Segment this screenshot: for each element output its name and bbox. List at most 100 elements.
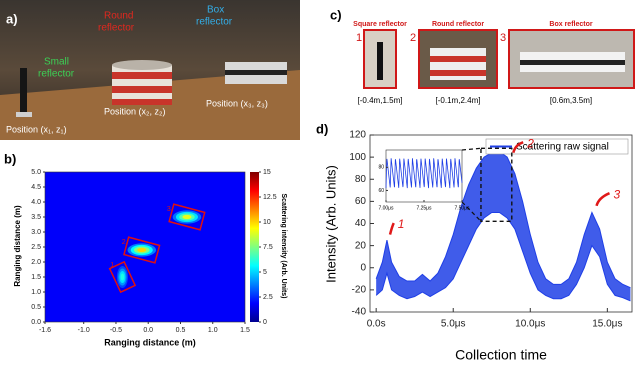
marker-box	[108, 260, 137, 294]
marker-label: 3	[167, 206, 171, 213]
stripe	[112, 72, 172, 79]
x-tick-label: -1.0	[78, 327, 90, 334]
box-band	[520, 60, 625, 65]
signal-band	[376, 151, 631, 301]
y-tick-label: 120	[349, 130, 366, 141]
x-tick-label: 1.0	[208, 327, 218, 334]
y-tick-label: 0	[360, 262, 366, 273]
annotation-label: 1	[398, 217, 405, 231]
box-band	[225, 70, 287, 75]
panel-c: c) Square reflector Round reflector Box …	[330, 7, 635, 105]
colorbar	[250, 172, 259, 322]
inset-x-tick-label: 7.50μs	[454, 205, 470, 211]
y-tick-label: 5.0	[31, 169, 41, 176]
stripe	[430, 70, 486, 76]
stand	[16, 112, 32, 117]
blob	[182, 214, 192, 220]
inset-frame	[385, 149, 463, 203]
marker-label: 2	[122, 239, 126, 246]
zoom-connector	[461, 201, 482, 222]
colorbar-tick-label: 0	[263, 319, 267, 326]
x-tick-label: 0.0s	[367, 319, 386, 330]
panel-label: c)	[330, 7, 342, 22]
x-tick-label: 1.5	[240, 327, 250, 334]
label: reflector	[98, 23, 135, 34]
panel-label: b)	[4, 151, 16, 166]
colorbar-tick-label: 12.5	[263, 194, 277, 201]
blob	[137, 247, 147, 253]
stripe	[112, 86, 172, 93]
item-position: [0.6m,3.5m]	[550, 96, 592, 105]
x-tick-label: 10.0μs	[515, 319, 545, 330]
y-tick-label: 60	[355, 196, 367, 207]
round-top	[112, 60, 172, 70]
label: reflector	[196, 17, 233, 28]
inset-y-tick-label: 60	[378, 188, 384, 194]
annotation-label: 2	[526, 136, 534, 150]
item-number: 2	[410, 32, 416, 44]
x-tick-label: -1.6	[39, 327, 51, 334]
panel-label: a)	[6, 11, 18, 26]
y-tick-label: 3.0	[31, 229, 41, 236]
y-tick-label: 20	[355, 240, 367, 251]
label: Position (x₁, z₁)	[6, 124, 67, 134]
signal-lower	[375, 211, 631, 302]
small-reflector	[20, 68, 27, 116]
x-tick-label: 0.5	[176, 327, 186, 334]
y-tick-label: 100	[349, 152, 366, 163]
x-axis-label: Collection time	[455, 347, 547, 363]
label: Box	[207, 5, 224, 16]
y-tick-label: 0.5	[31, 304, 41, 311]
x-tick-label: 15.0μs	[592, 319, 622, 330]
round-reflector	[112, 65, 172, 105]
label: reflector	[38, 69, 75, 80]
item-name: Box reflector	[549, 21, 592, 28]
colorbar-tick-label: 7.5	[263, 244, 273, 251]
panel-a: a) Round reflector Box reflector Small r…	[0, 0, 300, 140]
label: Small	[44, 57, 69, 68]
item-position: [-0.4m,1.5m]	[358, 96, 403, 105]
y-tick-label: -40	[352, 307, 367, 318]
colorbar-tick-label: 5	[263, 269, 267, 276]
label: Position (x₂, z₂)	[104, 106, 166, 116]
x-tick-label: 5.0μs	[441, 319, 466, 330]
y-tick-label: 40	[355, 218, 367, 229]
y-axis-label: Ranging distance (m)	[13, 205, 22, 287]
x-tick-label: 0.0	[143, 327, 153, 334]
y-tick-label: 2.5	[31, 244, 41, 251]
item-name: Square reflector	[353, 21, 407, 28]
panel-label: d)	[316, 121, 328, 136]
annotation-arrow	[595, 192, 611, 207]
y-tick-label: 2.0	[31, 259, 41, 266]
item-position: [-0.1m,2.4m]	[436, 96, 481, 105]
inset-signal	[385, 158, 463, 189]
x-tick-label: -0.5	[110, 327, 122, 334]
annotation-label: 3	[614, 187, 621, 201]
y-axis-label: Intensity (Arb. Units)	[323, 165, 338, 283]
label: Round	[104, 11, 133, 22]
item-number: 1	[356, 32, 362, 44]
stripe	[112, 99, 172, 105]
stripe	[430, 56, 486, 62]
y-tick-label: 4.0	[31, 199, 41, 206]
zoom-box	[480, 147, 513, 222]
legend-label: Scattering raw signal	[516, 142, 609, 153]
inset-x-tick-label: 7.00μs	[378, 205, 394, 211]
label: Position (x₃, z₃)	[206, 98, 268, 108]
marker-label: 1	[110, 262, 114, 269]
x-axis-label: Ranging distance (m)	[104, 337, 196, 347]
colorbar-tick-label: 2.5	[263, 294, 273, 301]
y-tick-label: 0.0	[31, 319, 41, 326]
y-tick-label: 3.5	[31, 214, 41, 221]
item-number: 3	[500, 32, 506, 44]
annotation-arrow	[512, 141, 524, 154]
colorbar-label: Scattering intensity (Arb. Units)	[280, 193, 287, 298]
y-tick-label: 1.5	[31, 274, 41, 281]
y-tick-label: 1.0	[31, 289, 41, 296]
inset-x-tick-label: 7.25μs	[416, 205, 432, 211]
marker-box	[123, 236, 161, 264]
zoom-connector	[461, 147, 482, 151]
y-tick-label: 80	[355, 174, 367, 185]
